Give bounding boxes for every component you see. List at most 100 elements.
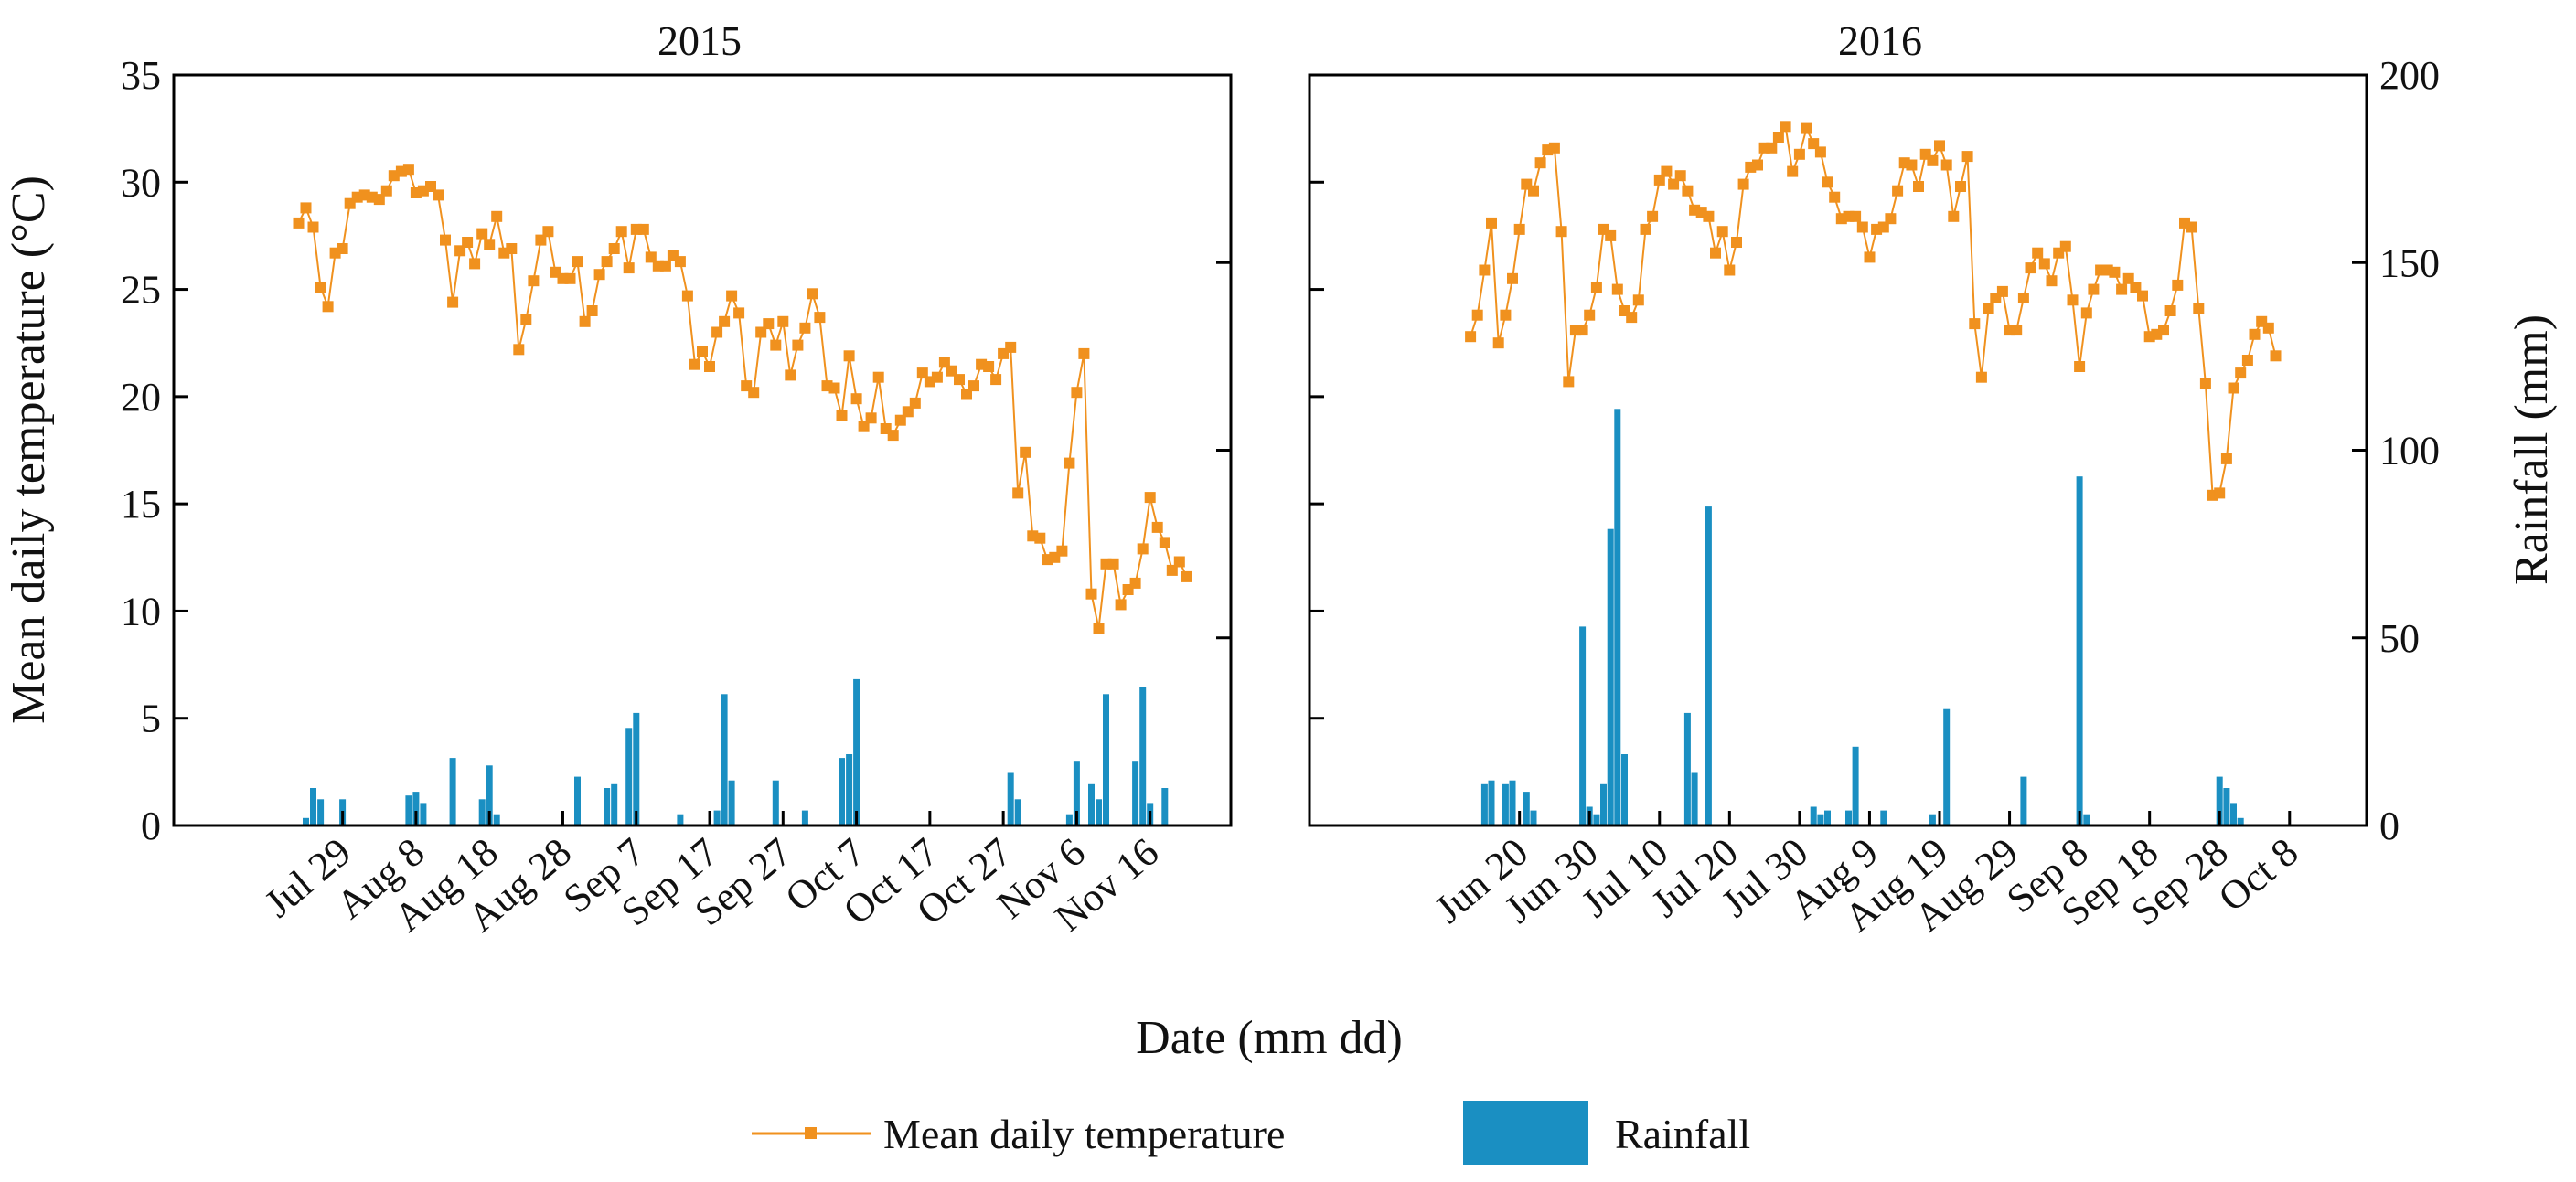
legend: Mean daily temperature Rainfall (752, 1101, 1750, 1165)
rainfall-bar-2016-5 (1530, 810, 1537, 825)
rainfall-bar-2015-9 (486, 765, 493, 825)
temperature-point-2015-115 (1137, 543, 1149, 555)
rainfall-bar-2015-33 (1139, 687, 1147, 825)
temperature-point-2016-111 (2241, 355, 2253, 366)
temperature-point-2016-78 (2011, 325, 2023, 336)
temperature-point-2016-79 (2017, 293, 2029, 303)
temperature-point-2016-20 (1605, 229, 1617, 241)
temperature-point-2016-50 (1814, 146, 1826, 158)
temperature-point-2016-17 (1584, 309, 1596, 321)
temperature-point-2016-25 (1640, 223, 1651, 235)
panel-title-2016: 2016 (1838, 17, 1922, 64)
temperature-point-2015-75 (843, 350, 855, 362)
temperature-point-2016-39 (1737, 178, 1749, 190)
rainfall-bar-2015-35 (1161, 788, 1169, 825)
y-right-tick-label-3: 150 (2379, 240, 2440, 285)
legend-temperature-swatch-marker (805, 1127, 817, 1139)
temperature-point-2015-89 (946, 365, 957, 377)
temperature-point-2016-81 (2032, 247, 2044, 259)
rainfall-bar-2016-18 (1824, 810, 1831, 825)
temperature-point-2015-44 (615, 226, 627, 238)
y-axis-left-label: Mean daily temperature (°C) (3, 176, 55, 724)
temperature-point-2015-116 (1144, 492, 1156, 504)
temperature-point-2016-12 (1548, 142, 1560, 154)
temperature-point-2015-38 (572, 256, 583, 268)
temperature-point-2016-44 (1772, 132, 1784, 143)
temperature-point-2016-16 (1577, 325, 1588, 336)
rainfall-bar-2015-14 (625, 728, 633, 825)
legend-temperature-label: Mean daily temperature (883, 1111, 1285, 1157)
rainfall-bar-2015-13 (611, 783, 618, 825)
y-left-tick-label-5: 25 (121, 268, 161, 313)
temperature-point-2015-32 (528, 275, 540, 287)
y-right-tick-label-2: 100 (2379, 429, 2440, 474)
temperature-point-2015-60 (733, 307, 745, 319)
rainfall-bar-2016-22 (1929, 814, 1936, 825)
temperature-point-2015-107 (1078, 347, 1090, 359)
temperature-point-2015-101 (1034, 532, 1046, 544)
temperature-point-2016-30 (1674, 170, 1686, 182)
temperature-point-2016-108 (2220, 453, 2232, 464)
temperature-point-2015-97 (1005, 341, 1017, 353)
temperature-point-2015-33 (535, 234, 547, 246)
temperature-point-2015-108 (1085, 588, 1097, 600)
temperature-point-2016-51 (1822, 176, 1833, 188)
temperature-point-2015-41 (593, 269, 605, 281)
rainfall-bar-2015-12 (604, 788, 611, 825)
temperature-point-2016-55 (1850, 210, 1862, 222)
rainfall-bar-2016-25 (2076, 476, 2083, 825)
rainfall-bar-2015-18 (721, 694, 728, 825)
temperature-point-2016-6 (1507, 272, 1518, 284)
temperature-point-2016-46 (1787, 165, 1799, 177)
temperature-point-2016-29 (1668, 178, 1680, 190)
temperature-point-2016-0 (1465, 331, 1477, 343)
rainfall-bar-2016-21 (1880, 810, 1887, 825)
rainfall-bar-2016-30 (2237, 817, 2244, 825)
temperature-point-2015-66 (777, 315, 789, 327)
temperature-point-2016-109 (2228, 382, 2239, 394)
rainfall-bars-2016 (1480, 409, 2244, 825)
temperature-point-2016-67 (1934, 140, 1945, 152)
rainfall-bar-2016-13 (1683, 712, 1691, 825)
rainfall-bar-2015-15 (633, 712, 640, 825)
temperature-point-2015-68 (792, 339, 804, 351)
rainfall-bar-2016-4 (1523, 792, 1530, 825)
temperature-point-2015-92 (968, 380, 979, 392)
temperature-point-2015-82 (894, 414, 906, 426)
temperature-point-2015-120 (1173, 556, 1185, 568)
temperature-point-2015-42 (601, 256, 613, 268)
temperature-point-2016-105 (2199, 378, 2211, 389)
rainfall-bar-2016-16 (1810, 806, 1817, 825)
panel-title-2015: 2015 (657, 17, 742, 64)
temperature-point-2016-72 (1969, 318, 1981, 330)
y-right-tick-label-4: 200 (2379, 53, 2440, 98)
temperature-point-2015-76 (850, 393, 862, 405)
temperature-point-2015-88 (938, 357, 950, 368)
temperature-point-2016-21 (1611, 283, 1623, 295)
temperature-point-2015-90 (954, 374, 965, 386)
temperature-point-2016-2 (1479, 264, 1491, 276)
temperature-point-2016-27 (1653, 174, 1665, 186)
temperature-point-2015-56 (704, 361, 715, 372)
rainfall-bar-2015-31 (1103, 694, 1109, 825)
temperature-point-2015-77 (858, 421, 870, 432)
temperature-point-2016-61 (1892, 185, 1904, 197)
temperature-point-2016-60 (1885, 213, 1897, 225)
temperature-point-2016-1 (1471, 309, 1483, 321)
temperature-point-2016-23 (1626, 312, 1638, 324)
temperature-point-2015-81 (887, 430, 899, 442)
temperature-point-2015-45 (623, 262, 635, 274)
temperature-point-2015-109 (1093, 623, 1105, 634)
temperature-point-2015-50 (659, 260, 671, 272)
temperature-point-2015-24 (469, 258, 481, 270)
rainfall-bar-2015-10 (493, 814, 500, 825)
temperature-point-2015-39 (579, 315, 591, 327)
rainfall-bar-2015-24 (853, 678, 860, 825)
temperature-point-2016-74 (1983, 303, 1994, 314)
temperature-point-2016-76 (1996, 285, 2008, 297)
temperature-point-2016-115 (2270, 350, 2282, 362)
temperature-point-2015-0 (293, 217, 305, 229)
temperature-point-2015-91 (961, 389, 972, 400)
rainfall-bar-2016-15 (1705, 506, 1712, 825)
